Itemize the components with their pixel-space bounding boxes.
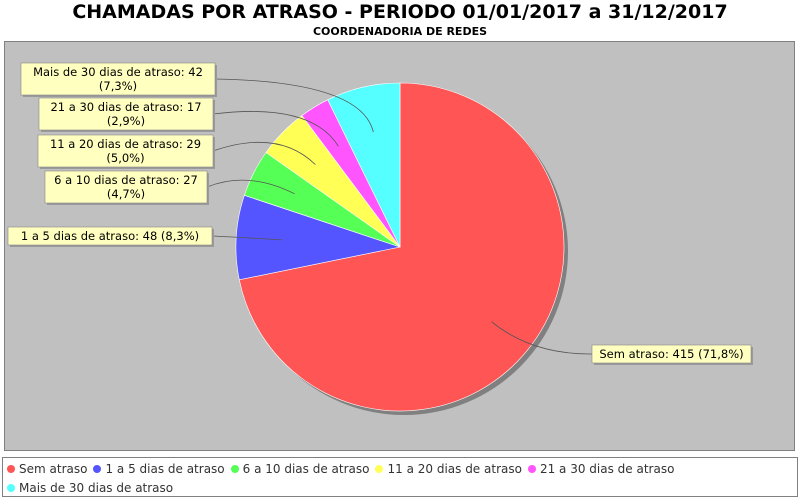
- label-box-sem-atraso: [591, 344, 752, 364]
- leader-line-mais-de-30-dias-de-atraso: [214, 78, 374, 133]
- slice-label-sem-atraso: Sem atraso: 415 (71,8%): [599, 347, 743, 361]
- legend-marker-sem-atraso: [7, 465, 15, 473]
- slice-label-11-a-20-dias-de-atraso: 11 a 20 dias de atraso: 29 (5,0%): [50, 137, 201, 165]
- label-box-21-a-30-dias-de-atraso: [38, 97, 214, 131]
- plot-area: Sem atraso: 415 (71,8%) 1 a 5 dias de atr…: [4, 41, 795, 451]
- label-box-mais-de-30-dias-de-atraso: [20, 62, 216, 96]
- slice-label-mais-de-30-dias-de-atraso: Mais de 30 dias de atraso: 42 (7,3%): [33, 65, 203, 93]
- slice-label-1-a-5-dias-de-atraso: 1 a 5 dias de atraso: 48 (8,3%): [21, 229, 199, 243]
- legend-label-11-a-20-dias-de-atraso: 11 a 20 dias de atraso: [387, 462, 522, 476]
- legend-item-21-a-30-dias-de-atraso: 21 a 30 dias de atraso: [527, 460, 675, 479]
- chart-legend: Sem atraso 1 a 5 dias de atraso 6 a 10 dia…: [2, 457, 798, 497]
- legend-item-mais-de-30-dias-de-atraso: Mais de 30 dias de atraso: [7, 479, 173, 498]
- leader-line-1-a-5-dias-de-atraso: [211, 235, 283, 241]
- legend-item-1-a-5-dias-de-atraso: 1 a 5 dias de atraso: [93, 460, 225, 479]
- legend-item-sem-atraso: Sem atraso: [7, 460, 87, 479]
- legend-label-1-a-5-dias-de-atraso: 1 a 5 dias de atraso: [105, 462, 225, 476]
- chart-title: CHAMADAS POR ATRASO - PERIODO 01/01/2017…: [72, 1, 728, 23]
- leader-line-sem-atraso: [491, 321, 593, 355]
- label-box-6-a-10-dias-de-atraso: [44, 170, 208, 204]
- pie-slice-sem-atraso: [238, 82, 565, 412]
- legend-marker-mais-de-30-dias-de-atraso: [7, 484, 15, 492]
- legend-label-6-a-10-dias-de-atraso: 6 a 10 dias de atraso: [242, 462, 370, 476]
- legend-marker-1-a-5-dias-de-atraso: [93, 465, 102, 473]
- legend-item-6-a-10-dias-de-atraso: 6 a 10 dias de atraso: [230, 460, 370, 479]
- leader-line-6-a-10-dias-de-atraso: [206, 179, 295, 195]
- slice-label-6-a-10-dias-de-atraso: 6 a 10 dias de atraso: 27 (4,7%): [54, 173, 198, 201]
- label-box-11-a-20-dias-de-atraso: [37, 134, 214, 168]
- slice-label-21-a-30-dias-de-atraso: 21 a 30 dias de atraso: 17 (2,9%): [50, 100, 201, 128]
- legend-marker-11-a-20-dias-de-atraso: [375, 465, 384, 473]
- leader-line-21-a-30-dias-de-atraso: [212, 111, 339, 147]
- legend-marker-21-a-30-dias-de-atraso: [527, 465, 536, 473]
- pie-slice-mais-de-30-dias-de-atraso: [327, 82, 401, 248]
- legend-label-21-a-30-dias-de-atraso: 21 a 30 dias de atraso: [539, 462, 675, 476]
- legend-label-sem-atraso: Sem atraso: [19, 462, 88, 476]
- legend-label-mais-de-30-dias-de-atraso: Mais de 30 dias de atraso: [19, 481, 174, 495]
- label-box-1-a-5-dias-de-atraso: [7, 226, 213, 246]
- chart-subtitle: COORDENADORIA DE REDES: [312, 25, 488, 38]
- legend-item-11-a-20-dias-de-atraso: 11 a 20 dias de atraso: [375, 460, 522, 479]
- leader-line-11-a-20-dias-de-atraso: [212, 141, 316, 165]
- legend-marker-6-a-10-dias-de-atraso: [230, 465, 239, 473]
- pie-chart: Sem atraso: 415 (71,8%) 1 a 5 dias de atr…: [7, 62, 753, 415]
